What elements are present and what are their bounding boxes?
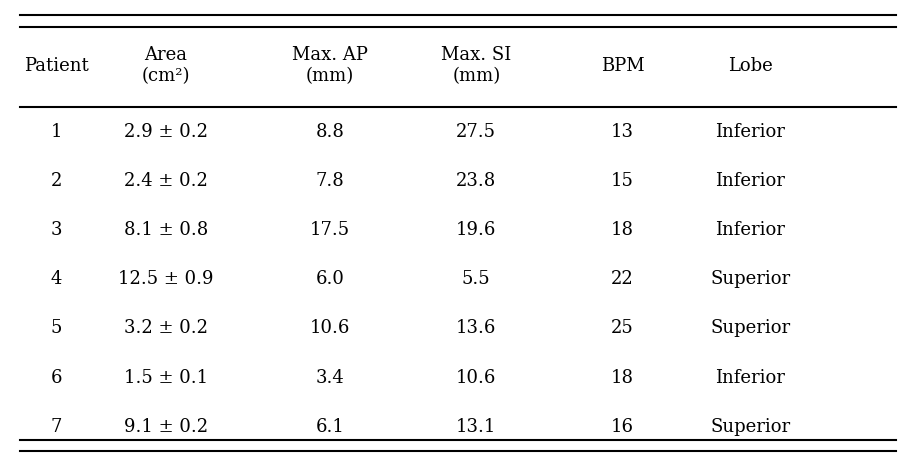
Text: 10.6: 10.6: [310, 319, 350, 337]
Text: Superior: Superior: [710, 418, 791, 436]
Text: 1.5 ± 0.1: 1.5 ± 0.1: [124, 369, 208, 387]
Text: 7: 7: [50, 418, 62, 436]
Text: 9.1 ± 0.2: 9.1 ± 0.2: [124, 418, 208, 436]
Text: 3: 3: [50, 221, 62, 239]
Text: 5.5: 5.5: [462, 270, 491, 288]
Text: Inferior: Inferior: [715, 172, 785, 190]
Text: 1: 1: [50, 122, 62, 140]
Text: Lobe: Lobe: [728, 57, 772, 75]
Text: Inferior: Inferior: [715, 221, 785, 239]
Text: 17.5: 17.5: [311, 221, 350, 239]
Text: 10.6: 10.6: [456, 369, 496, 387]
Text: 19.6: 19.6: [456, 221, 496, 239]
Text: 6.1: 6.1: [316, 418, 344, 436]
Text: 2.9 ± 0.2: 2.9 ± 0.2: [124, 122, 208, 140]
Text: 8.8: 8.8: [316, 122, 344, 140]
Text: 13.1: 13.1: [456, 418, 496, 436]
Text: 13.6: 13.6: [456, 319, 496, 337]
Text: 4: 4: [50, 270, 62, 288]
Text: Max. AP
(mm): Max. AP (mm): [292, 46, 368, 85]
Text: Inferior: Inferior: [715, 122, 785, 140]
Text: 7.8: 7.8: [316, 172, 344, 190]
Text: 16: 16: [611, 418, 634, 436]
Text: 18: 18: [611, 221, 634, 239]
Text: 22: 22: [611, 270, 634, 288]
Text: 2.4 ± 0.2: 2.4 ± 0.2: [124, 172, 208, 190]
Text: 12.5 ± 0.9: 12.5 ± 0.9: [118, 270, 213, 288]
Text: 6.0: 6.0: [316, 270, 344, 288]
Text: 15: 15: [611, 172, 634, 190]
Text: 3.2 ± 0.2: 3.2 ± 0.2: [124, 319, 208, 337]
Text: 5: 5: [50, 319, 62, 337]
Text: 8.1 ± 0.8: 8.1 ± 0.8: [124, 221, 208, 239]
Text: Max. SI
(mm): Max. SI (mm): [442, 46, 511, 85]
Text: 27.5: 27.5: [456, 122, 496, 140]
Text: Patient: Patient: [24, 57, 89, 75]
Text: 18: 18: [611, 369, 634, 387]
Text: BPM: BPM: [601, 57, 644, 75]
Text: 25: 25: [611, 319, 634, 337]
Text: Superior: Superior: [710, 270, 791, 288]
Text: Inferior: Inferior: [715, 369, 785, 387]
Text: 6: 6: [50, 369, 62, 387]
Text: 23.8: 23.8: [456, 172, 496, 190]
Text: 3.4: 3.4: [316, 369, 344, 387]
Text: Superior: Superior: [710, 319, 791, 337]
Text: Area
(cm²): Area (cm²): [141, 46, 190, 85]
Text: 13: 13: [611, 122, 634, 140]
Text: 2: 2: [50, 172, 62, 190]
